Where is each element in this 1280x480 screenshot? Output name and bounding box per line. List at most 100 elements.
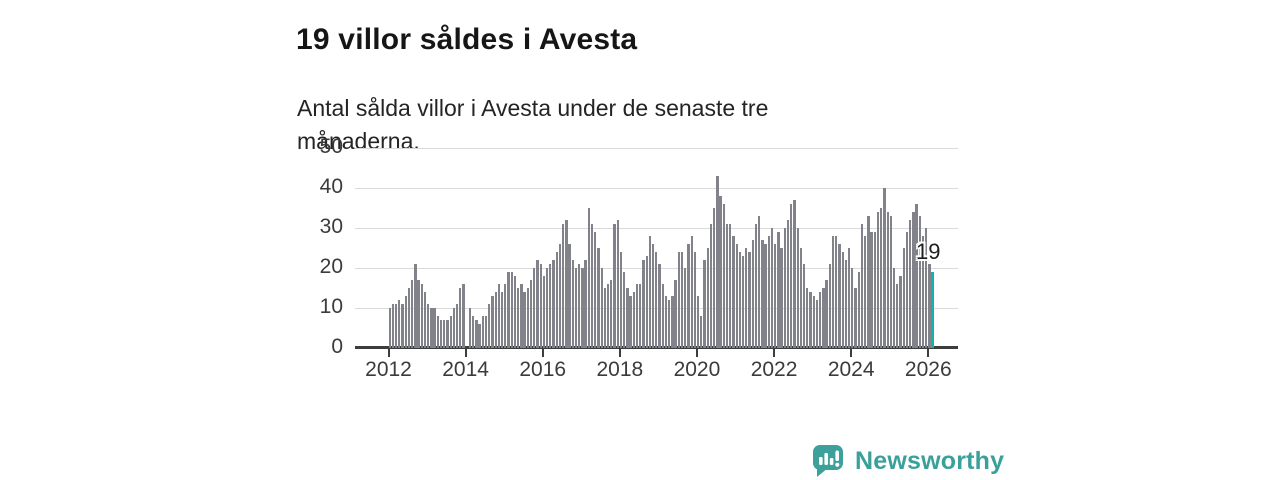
y-axis-tick-label: 0: [331, 335, 343, 358]
bar: [436, 316, 439, 348]
bar: [748, 252, 751, 348]
bar: [854, 288, 857, 348]
bar: [571, 260, 574, 348]
bar: [626, 288, 629, 348]
x-axis-tick-label: 2020: [673, 358, 721, 381]
newsworthy-logo: Newsworthy: [810, 443, 1004, 479]
bar: [700, 316, 703, 348]
bar: [478, 324, 481, 348]
bar: [517, 288, 520, 348]
bar: [719, 196, 722, 348]
bar: [668, 300, 671, 348]
x-axis-tick-label: 2016: [519, 358, 567, 381]
bar: [716, 176, 719, 348]
latest-value-label: 19: [916, 239, 941, 264]
gridline: [355, 227, 958, 229]
bar: [812, 296, 815, 348]
bar: [886, 212, 889, 348]
bar: [828, 264, 831, 348]
bar: [545, 268, 549, 348]
bar: [822, 288, 825, 348]
bar: [777, 232, 780, 348]
bar: [864, 236, 867, 348]
x-axis-tick-label: 2022: [750, 358, 798, 381]
brand-name: Newsworthy: [855, 446, 1005, 475]
bar: [616, 220, 619, 348]
bar: [918, 216, 921, 348]
bar: [600, 268, 603, 348]
bar: [819, 292, 822, 348]
x-axis-tick-label: 2012: [365, 358, 412, 381]
bar: [896, 284, 899, 348]
bar: [494, 292, 497, 348]
bar: [587, 208, 590, 348]
bar: [655, 252, 658, 348]
bar: [684, 268, 687, 348]
bar: [651, 244, 655, 348]
bar: [880, 208, 883, 348]
bar: [873, 232, 876, 348]
bar: [504, 284, 507, 348]
bar: [394, 304, 398, 348]
bar: [876, 212, 880, 348]
bar: [847, 248, 851, 348]
bar: [455, 304, 459, 348]
bar: [488, 304, 491, 348]
bar: [417, 280, 420, 348]
bar: [912, 212, 915, 348]
bar: [899, 276, 902, 348]
bar: [690, 236, 693, 348]
bar: [799, 248, 803, 348]
bar: [439, 320, 443, 348]
bar: [472, 316, 475, 348]
bar: [433, 308, 436, 348]
bar: [658, 264, 661, 348]
x-axis-tick-mark: [464, 349, 467, 357]
bar: [507, 272, 510, 348]
bar: [475, 320, 478, 348]
y-axis-tick-label: 30: [319, 215, 343, 238]
bar: [632, 292, 635, 348]
bar: [513, 276, 517, 348]
bar: [693, 252, 697, 348]
bar: [841, 252, 844, 348]
y-axis-tick-label: 10: [319, 295, 343, 318]
bar: [523, 292, 526, 348]
bar: [680, 252, 684, 348]
bar: [568, 244, 571, 348]
bar: [497, 284, 501, 348]
bar: [860, 224, 864, 348]
bar: [500, 292, 504, 348]
bar: [430, 308, 433, 348]
bar: [581, 268, 584, 348]
x-axis-tick-mark: [695, 349, 698, 357]
bar: [648, 236, 652, 348]
bar: [738, 252, 741, 348]
bar: [388, 308, 391, 348]
bar: [574, 268, 578, 348]
bar: [401, 304, 404, 348]
bar: [623, 272, 626, 348]
bar: [857, 272, 860, 348]
bar: [539, 264, 542, 348]
bar: [725, 224, 729, 348]
bar: [555, 252, 558, 348]
bar: [838, 244, 841, 348]
bar: [774, 244, 777, 348]
bar: [613, 224, 616, 348]
bar: [835, 236, 838, 348]
bar: [542, 276, 546, 348]
bar: [889, 216, 893, 348]
bar: [902, 248, 905, 348]
bar: [761, 240, 764, 348]
bar: [815, 300, 819, 348]
bar: [780, 248, 783, 348]
bar: [892, 268, 896, 348]
x-axis-tick-mark: [927, 349, 930, 357]
bar: [664, 296, 668, 348]
x-axis-tick-mark: [541, 349, 544, 357]
bar: [420, 284, 423, 348]
bar: [584, 260, 587, 348]
bar: [870, 232, 873, 348]
bar: [722, 204, 725, 348]
